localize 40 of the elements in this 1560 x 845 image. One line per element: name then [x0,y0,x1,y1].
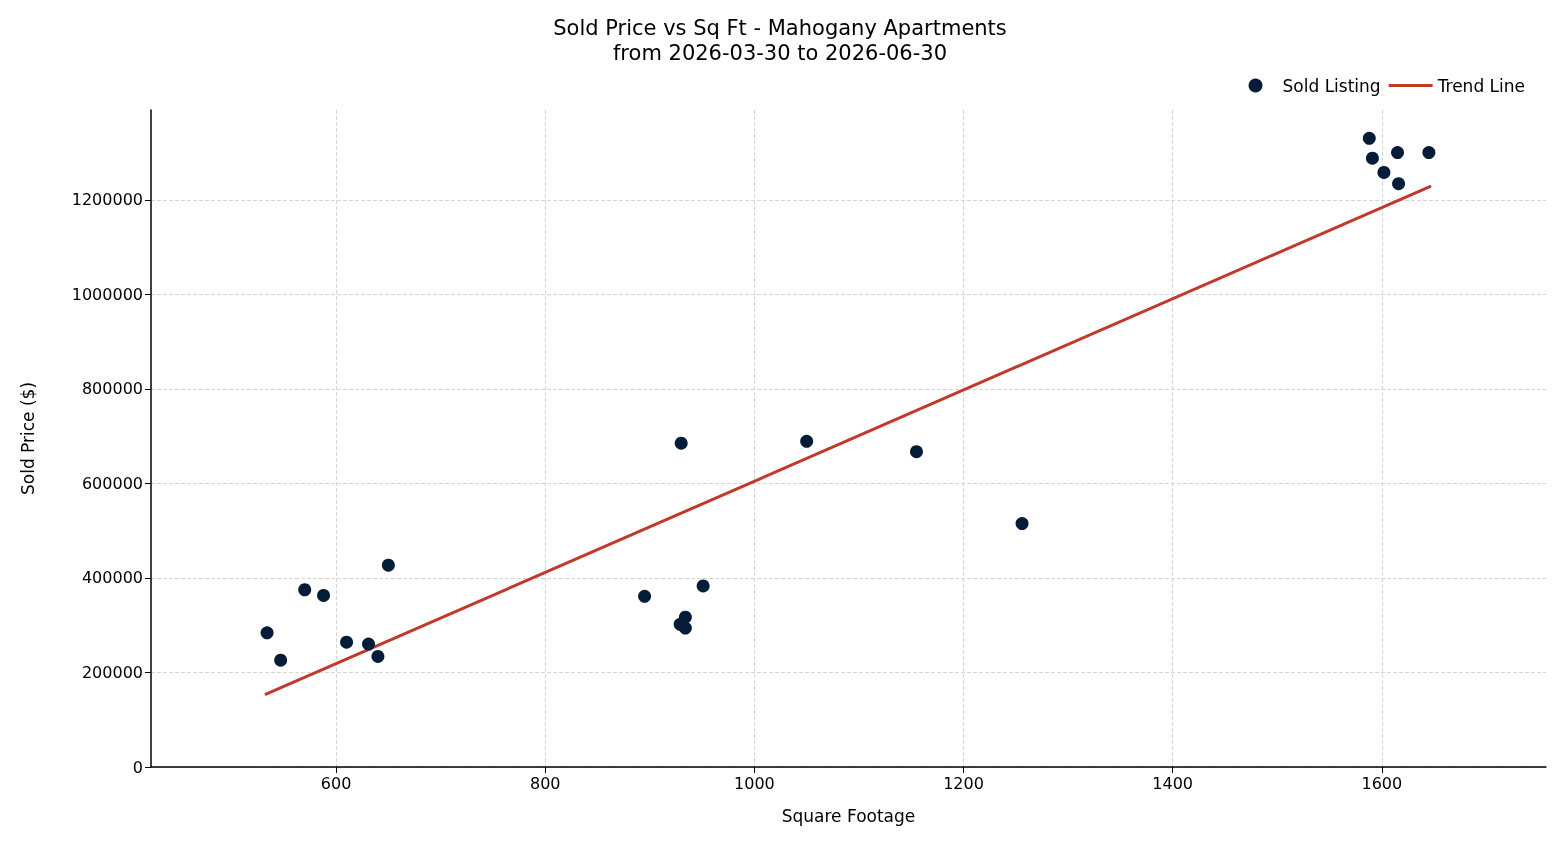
x-axis-title: Square Footage [781,805,916,826]
y-tick-label: 600000 [81,473,143,493]
point [1391,146,1405,160]
chart-subtitle: from 2026-03-30 to 2026-06-30 [612,40,948,65]
x-tick-label: 1000 [734,773,775,793]
point [1362,131,1376,145]
point [381,558,395,572]
point [678,621,692,635]
x-tick-label: 1600 [1361,773,1403,793]
point [909,445,923,459]
y-tick-label: 800000 [81,379,143,399]
y-tick-label: 1200000 [71,190,143,210]
point [317,588,331,602]
chart-title: Sold Price vs Sq Ft - Mahogany Apartments [553,15,1007,40]
point [696,579,710,593]
x-tick-label: 800 [529,773,561,793]
point [298,583,312,597]
point [1365,151,1379,165]
point [1422,146,1436,160]
y-tick-label: 0 [132,757,143,777]
point [674,436,688,450]
x-tick-label: 1400 [1152,773,1194,793]
x-tick-label: 1200 [943,773,984,793]
y-axis-title: Sold Price ($) [17,381,38,496]
y-tick-label: 1000000 [71,284,143,304]
y-tick-label: 400000 [81,568,143,588]
point [260,626,274,640]
point [362,637,376,651]
point [800,434,814,448]
point [274,653,288,667]
point [1392,177,1406,191]
y-tick-label: 200000 [81,662,143,682]
legend-label: Trend Line [1436,75,1525,96]
point [371,649,385,663]
point [340,635,354,649]
point [638,589,652,603]
legend-label: Sold Listing [1282,75,1381,96]
point [1015,517,1029,531]
x-tick-label: 600 [320,773,352,793]
point [1377,165,1391,179]
